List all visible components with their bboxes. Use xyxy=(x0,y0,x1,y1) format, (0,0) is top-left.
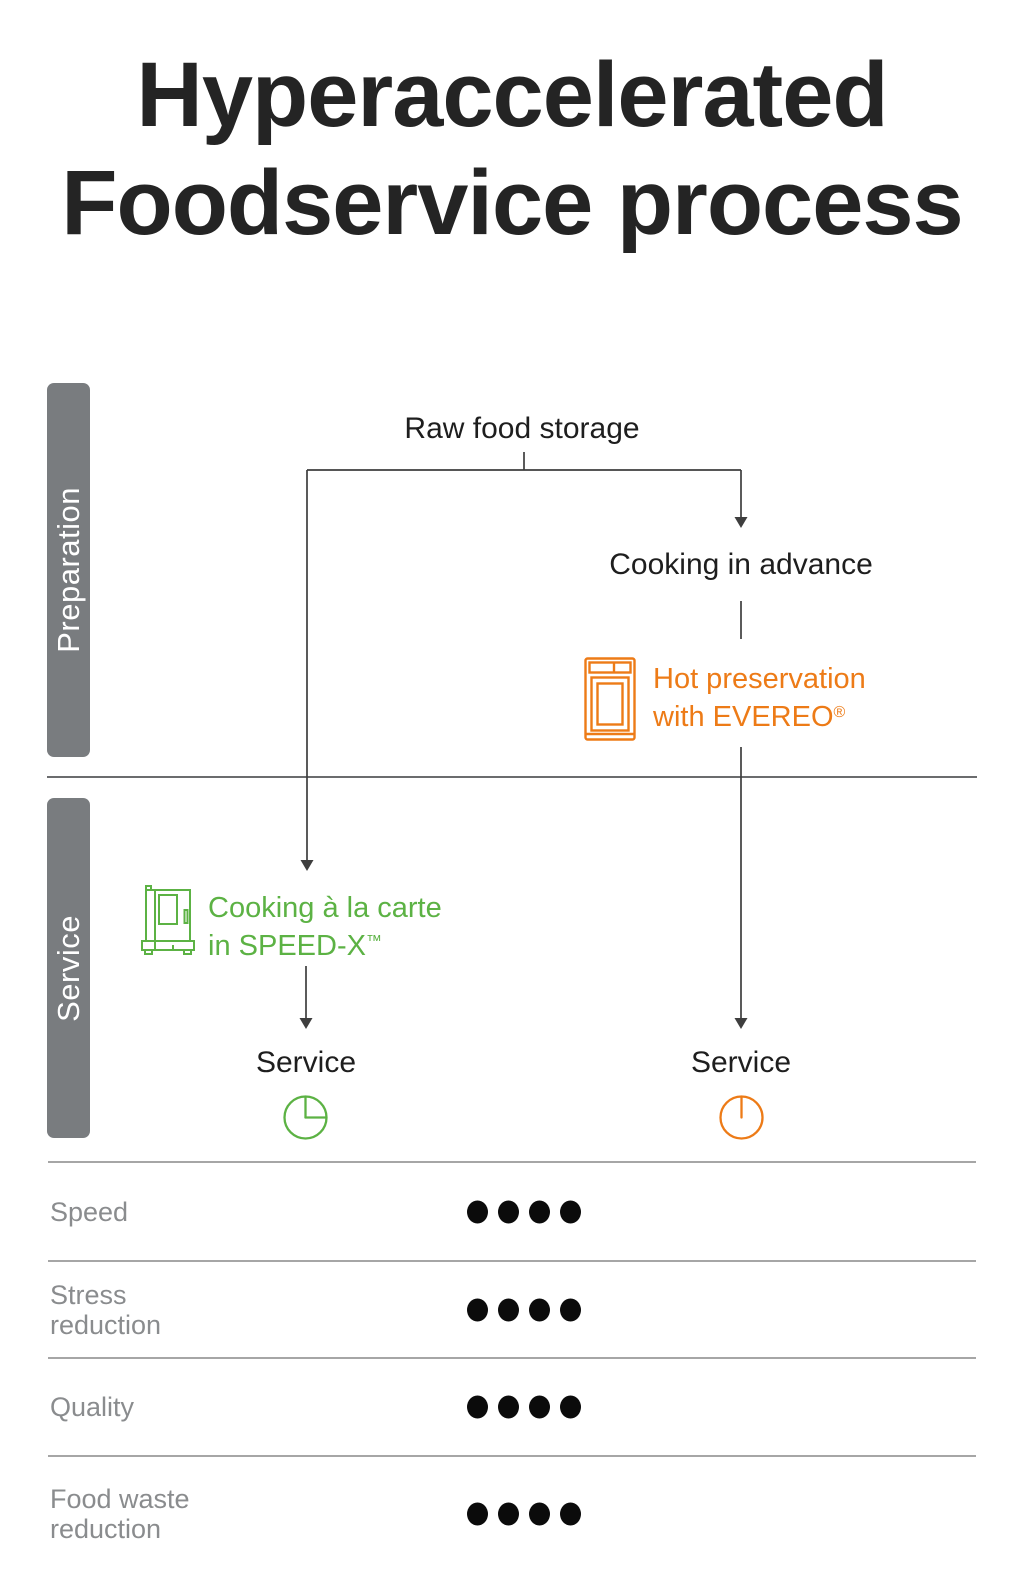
cooking-carte-line2: in SPEED-X™ xyxy=(208,930,382,962)
metric-dots xyxy=(467,1502,581,1526)
node-service-left: Service xyxy=(255,1046,357,1079)
metric-row: Food waste reduction xyxy=(48,1455,976,1571)
page-title: Hyperaccelerated Foodservice process xyxy=(0,42,1024,257)
evereo-hot-holding-oven-icon xyxy=(584,657,636,741)
node-raw-food-storage: Raw food storage xyxy=(404,412,640,445)
rating-dot xyxy=(467,1298,488,1321)
rating-dot xyxy=(560,1200,581,1223)
page-title-line1: Hyperaccelerated xyxy=(136,44,888,146)
rating-dot xyxy=(467,1395,488,1419)
metric-label: Quality xyxy=(50,1392,135,1422)
registered-mark: ® xyxy=(833,704,846,721)
rating-dot xyxy=(560,1395,581,1419)
metric-dots xyxy=(467,1200,581,1223)
clock-zero-icon xyxy=(719,1095,764,1140)
phase-bar-service: Service xyxy=(47,798,90,1138)
clock-quarter-icon xyxy=(283,1095,328,1140)
metric-label: Speed xyxy=(50,1196,129,1227)
metric-row: Speed xyxy=(48,1161,976,1260)
phase-divider-line xyxy=(47,776,977,778)
rating-dot xyxy=(498,1200,519,1223)
rating-dot xyxy=(467,1200,488,1223)
rating-dot xyxy=(529,1502,550,1526)
metric-label: Stress reduction xyxy=(50,1279,162,1340)
page-title-line2: Foodservice process xyxy=(61,151,963,254)
metrics-table: Speed Stress reduction Quality Food waste r… xyxy=(48,1161,976,1571)
metric-dots xyxy=(467,1298,581,1321)
rating-dot xyxy=(498,1298,519,1321)
hot-preservation-line1: Hot preservation xyxy=(653,663,866,695)
speedx-oven-icon xyxy=(141,885,195,955)
rating-dot xyxy=(560,1298,581,1321)
rating-dot xyxy=(529,1395,550,1419)
rating-dot xyxy=(529,1298,550,1321)
rating-dot xyxy=(560,1502,581,1526)
rating-dot xyxy=(498,1395,519,1419)
metric-row: Stress reduction xyxy=(48,1260,976,1357)
trademark-mark: ™ xyxy=(365,933,382,950)
rating-dot xyxy=(467,1502,488,1526)
cooking-carte-line1: Cooking à la carte xyxy=(208,892,442,924)
arrowheads xyxy=(299,517,748,1029)
phase-bar-preparation: Preparation xyxy=(47,383,90,757)
node-cooking-a-la-carte: Cooking à la carte in SPEED-X™ xyxy=(208,892,442,963)
metric-dots xyxy=(467,1395,581,1419)
node-hot-preservation: Hot preservation with EVEREO® xyxy=(653,663,866,734)
metric-row: Quality xyxy=(48,1357,976,1455)
metric-label: Food waste reduction xyxy=(50,1484,190,1544)
node-service-right: Service xyxy=(690,1046,792,1079)
node-cooking-in-advance: Cooking in advance xyxy=(609,548,873,581)
rating-dot xyxy=(498,1502,519,1526)
rating-dot xyxy=(529,1200,550,1223)
hot-preservation-line2: with EVEREO® xyxy=(653,701,846,733)
